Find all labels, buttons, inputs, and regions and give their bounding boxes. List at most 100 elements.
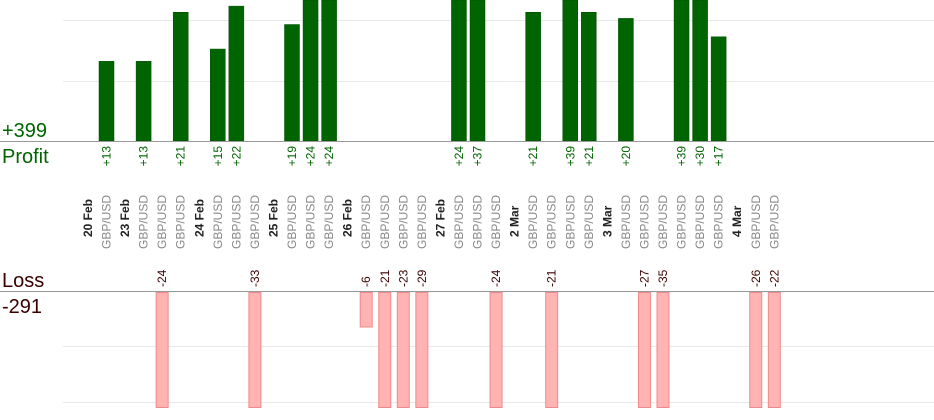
loss-bar [489, 292, 503, 408]
profit-value-label: +21 [174, 146, 188, 167]
loss-bar [378, 292, 392, 408]
profit-value-label: +37 [471, 146, 485, 167]
pair-label: GBP/USD [452, 195, 466, 249]
date-label: 3 Mar [600, 205, 614, 237]
date-label: 27 Feb [433, 199, 447, 237]
profit-bar [469, 0, 486, 142]
date-labels: 20 Feb GBP/USD 23 Feb GBP/USD GBP/USD GBP/USD… [81, 195, 781, 249]
loss-bar [396, 292, 410, 408]
profit-value-label: +20 [619, 146, 633, 167]
profit-bar [284, 24, 300, 142]
pair-label: GBP/USD [396, 195, 410, 249]
pair-label: GBP/USD [582, 195, 596, 249]
pair-label: GBP/USD [471, 195, 485, 249]
pair-label: GBP/USD [489, 195, 503, 249]
loss-bar [637, 292, 651, 408]
profit-value-label: +13 [137, 146, 151, 167]
loss-bar [656, 292, 670, 408]
profit-value-label: +39 [563, 146, 577, 167]
profit-bar [135, 61, 152, 142]
pair-label: GBP/USD [285, 195, 299, 249]
profit-bar [562, 0, 578, 142]
profit-value-label: +21 [526, 146, 540, 167]
pair-label: GBP/USD [675, 195, 689, 249]
pair-label: GBP/USD [563, 195, 577, 249]
loss-bar [415, 292, 429, 408]
profit-bar [581, 12, 597, 142]
pair-label: GBP/USD [100, 195, 114, 249]
profit-bar [618, 18, 634, 142]
profit-bar [525, 12, 541, 142]
profit-value-label: +24 [452, 146, 466, 167]
profit-value-label: +30 [693, 146, 707, 167]
loss-bar [767, 292, 781, 408]
pair-label: GBP/USD [359, 195, 373, 249]
pair-label: GBP/USD [304, 195, 318, 249]
pair-label: GBP/USD [174, 195, 188, 249]
loss-value-label: -21 [378, 269, 392, 287]
loss-value-label: -22 [767, 269, 781, 287]
pair-label: GBP/USD [526, 195, 540, 249]
pair-label: GBP/USD [545, 195, 559, 249]
profit-bar [451, 0, 467, 142]
profit-bar [228, 5, 245, 142]
loss-value-label: -26 [749, 269, 763, 287]
pair-label: GBP/USD [378, 195, 392, 249]
pair-label: GBP/USD [155, 195, 169, 249]
loss-value-label: -6 [359, 276, 373, 287]
profit-value-label: +17 [712, 146, 726, 167]
profit-value-label: +19 [285, 146, 299, 167]
pair-label: GBP/USD [619, 195, 633, 249]
profit-bar [673, 0, 690, 142]
loss-value-label: -23 [396, 269, 410, 287]
loss-label: Loss [2, 270, 44, 292]
loss-total: -291 [2, 296, 42, 318]
profit-bar [710, 36, 727, 142]
loss-bar [545, 292, 559, 408]
profit-bars [98, 0, 727, 142]
loss-value-label: -27 [637, 269, 651, 287]
date-label: 25 Feb [266, 199, 280, 237]
profit-total: +399 [2, 120, 47, 142]
profit-value-label: +22 [229, 146, 243, 167]
date-label: 26 Feb [341, 199, 355, 237]
pair-label: GBP/USD [693, 195, 707, 249]
loss-bar [359, 292, 373, 328]
pair-label: GBP/USD [137, 195, 151, 249]
pair-label: GBP/USD [712, 195, 726, 249]
pair-label: GBP/USD [211, 195, 225, 249]
pair-label: GBP/USD [322, 195, 336, 249]
loss-value-label: -24 [489, 269, 503, 287]
profit-label: Profit [2, 146, 49, 168]
profit-value-label: +24 [322, 146, 336, 167]
loss-bar [749, 292, 763, 408]
pair-label: GBP/USD [415, 195, 429, 249]
profit-bar [692, 0, 708, 142]
date-label: 24 Feb [192, 199, 206, 237]
pair-label: GBP/USD [248, 195, 262, 249]
loss-value-label: -21 [545, 269, 559, 287]
loss-bars [155, 292, 781, 408]
profit-bar [98, 61, 115, 142]
pair-label: GBP/USD [637, 195, 651, 249]
profit-value-label: +13 [100, 146, 114, 167]
date-label: 2 Mar [508, 205, 522, 237]
profit-bar [302, 0, 319, 142]
profit-value-label: +39 [675, 146, 689, 167]
axes [0, 141, 934, 292]
pair-label: GBP/USD [749, 195, 763, 249]
pair-label: GBP/USD [656, 195, 670, 249]
profit-bar [210, 48, 226, 142]
pair-label: GBP/USD [767, 195, 781, 249]
profit-value-label: +15 [211, 146, 225, 167]
date-label: 23 Feb [118, 199, 132, 237]
profit-bar [321, 0, 337, 142]
profit-bar [172, 12, 189, 142]
loss-bar [248, 292, 262, 408]
profit-value-label: +21 [582, 146, 596, 167]
bar-labels: +13 +13 -24 +21 +15 +22 -33 +19 +24 +24 -6 -21 -23 -2… [100, 146, 782, 287]
date-label: 4 Mar [730, 205, 744, 237]
loss-bar [155, 292, 169, 408]
loss-value-label: -35 [656, 269, 670, 287]
